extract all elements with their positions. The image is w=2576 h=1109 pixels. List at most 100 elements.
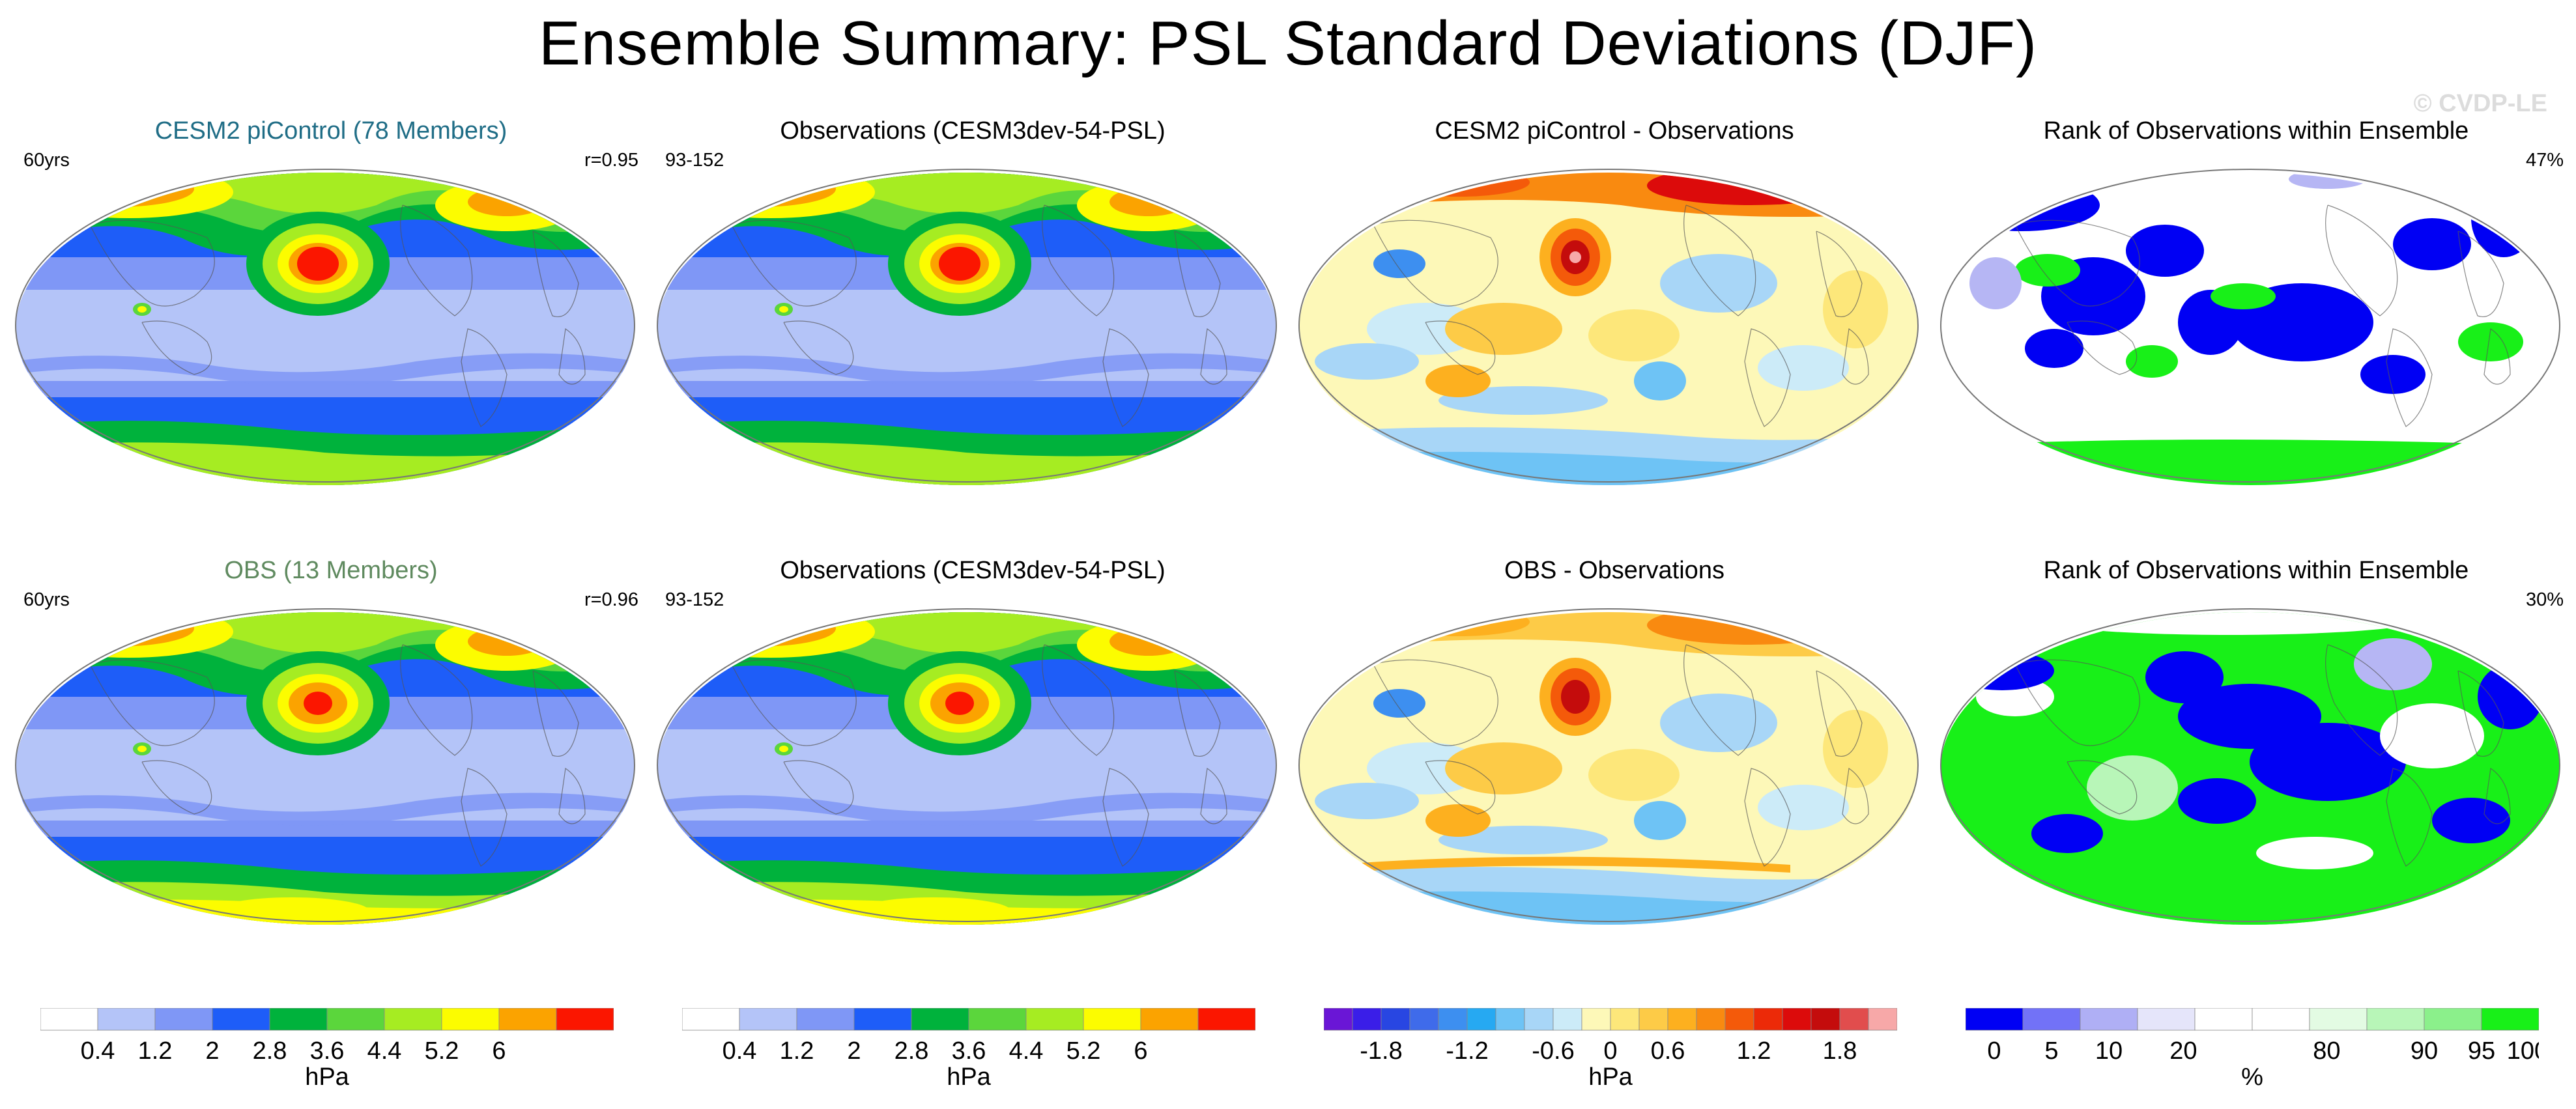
colorbar-tick-label: 10 (2095, 1037, 2123, 1063)
colorbar-swatch (498, 1008, 557, 1031)
coastline (2325, 644, 2398, 756)
coastline (2014, 219, 2140, 307)
world-map (15, 169, 635, 485)
colorbar-tick-label: 0.4 (81, 1037, 115, 1063)
colorbar: 0 5 10 20 80 90 95 100% (1966, 1008, 2539, 1091)
map-field (1941, 173, 2560, 485)
colorbar: 0.4 1.2 2 2.8 3.6 4.4 5.2 6 hPa (40, 1008, 614, 1091)
colorbar-tick-label: 4.4 (367, 1037, 402, 1063)
coastline (1425, 320, 1496, 375)
colorbar-tick-label: 2 (847, 1037, 861, 1063)
coastline (89, 659, 215, 746)
world-map (15, 608, 635, 925)
colorbar-tick-label: 0.4 (723, 1037, 757, 1063)
coastline (1744, 328, 1791, 427)
colorbar-tick-label: -0.6 (1532, 1037, 1574, 1063)
colorbar-tick-label: 2.8 (894, 1037, 929, 1063)
panel-title: Observations (CESM3dev-54-PSL) (780, 557, 1166, 584)
colorbar-tick-label: 1.2 (138, 1037, 173, 1063)
colorbar-swatch (212, 1008, 270, 1031)
colorbar-swatch (326, 1008, 385, 1031)
map-field (16, 612, 635, 925)
world-map (657, 608, 1277, 925)
map-panel: OBS - Observations (1295, 557, 1934, 993)
colorbar-swatch (40, 1008, 98, 1031)
colorbar-swatch (2022, 1008, 2081, 1031)
colorbar-swatch (796, 1008, 855, 1031)
coastline (1200, 328, 1227, 385)
map-panel: Observations (CESM3dev-54-PSL) 93-152 (653, 117, 1292, 554)
coastline (400, 644, 473, 756)
colorbar-swatch (2137, 1008, 2196, 1031)
panel-title: OBS (13 Members) (224, 557, 438, 584)
colorbar-swatch (97, 1008, 156, 1031)
map-panel: Observations (CESM3dev-54-PSL) 93-152 (653, 557, 1292, 993)
panel-left-label: 60yrs (23, 150, 70, 171)
map-outline (1940, 608, 2560, 922)
colorbar-swatch (1524, 1008, 1554, 1031)
coastline (1174, 231, 1221, 317)
coastline (141, 760, 212, 815)
map-outline (657, 169, 1277, 483)
world-map (1298, 608, 1919, 925)
panel-right-label: r=0.95 (584, 150, 638, 171)
coastline (2067, 320, 2138, 375)
coastline (400, 204, 473, 316)
coastline (532, 231, 579, 317)
coastline (2386, 328, 2433, 427)
panel-left-label: 60yrs (23, 589, 70, 610)
colorbar-swatch (1140, 1008, 1199, 1031)
colorbar-swatch (968, 1008, 1027, 1031)
coastline (2457, 231, 2504, 317)
colorbar-tick-label: 1.2 (1737, 1037, 1771, 1063)
map-outline (1940, 169, 2560, 483)
colorbar-swatch (2366, 1008, 2425, 1031)
colorbar-tick-label: -1.2 (1446, 1037, 1488, 1063)
colorbar-swatch (1782, 1008, 1812, 1031)
colorbar-tick-label: 0 (1603, 1037, 1617, 1063)
coastline (783, 320, 854, 375)
colorbar-tick-label: 3.6 (952, 1037, 986, 1063)
panel-left-label: 93-152 (665, 589, 724, 610)
colorbar-swatch (1839, 1008, 1869, 1031)
panel-title: CESM2 piControl (78 Members) (154, 117, 508, 145)
panel-right-label: r=0.96 (584, 589, 638, 610)
coastline (1425, 760, 1496, 815)
colorbar-swatch (1753, 1008, 1783, 1031)
colorbar-unit: % (2241, 1063, 2263, 1091)
coastline (461, 768, 508, 867)
colorbar-tick-label: 6 (492, 1037, 506, 1063)
map-panel: Rank of Observations within Ensemble 47% (1937, 117, 2575, 554)
colorbar-tick-label: 5.2 (1066, 1037, 1101, 1063)
map-outline (1298, 608, 1919, 922)
coastline (1373, 659, 1498, 746)
colorbar-swatch (1197, 1008, 1255, 1031)
coastline (731, 659, 857, 746)
colorbar-swatch (911, 1008, 969, 1031)
colorbar-swatch (1409, 1008, 1439, 1031)
world-map (1940, 608, 2560, 925)
coastline (1842, 767, 1869, 824)
colorbar-swatch (1324, 1008, 1353, 1031)
map-outline (15, 169, 635, 483)
coastline (1200, 767, 1227, 824)
coastline (1816, 670, 1863, 757)
coastline (1042, 204, 1115, 316)
colorbar-tick-label: 0.6 (1651, 1037, 1685, 1063)
world-map (1940, 169, 2560, 485)
coastline (2014, 659, 2140, 746)
colorbar-swatch (2194, 1008, 2253, 1031)
colorbar-swatch (2481, 1008, 2539, 1031)
colorbar-swatch (1966, 1008, 2024, 1031)
coastline (783, 760, 854, 815)
coastline (2483, 328, 2511, 385)
world-map (1298, 169, 1919, 485)
colorbar-swatch (154, 1008, 213, 1031)
panel-right-label: 47% (2525, 150, 2564, 171)
map-field (1299, 173, 1918, 485)
coastline (2067, 760, 2138, 815)
colorbar-tick-label: 5.2 (425, 1037, 459, 1063)
coastline (1042, 644, 1115, 756)
coastline (558, 328, 586, 385)
colorbar-swatch (1724, 1008, 1754, 1031)
